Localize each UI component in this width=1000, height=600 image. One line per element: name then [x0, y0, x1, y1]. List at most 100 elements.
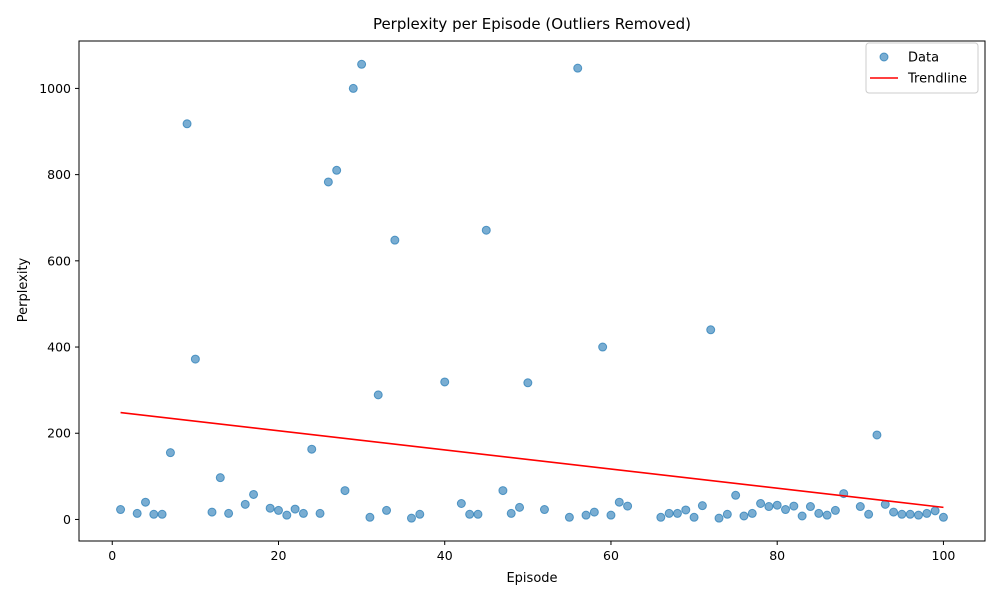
- data-point: [598, 342, 608, 352]
- y-tick-label: 400: [47, 340, 71, 355]
- data-point: [207, 507, 217, 517]
- data-point: [190, 354, 200, 364]
- data-point: [714, 513, 724, 523]
- x-tick-label: 80: [769, 548, 785, 563]
- data-point: [922, 508, 932, 518]
- data-point: [672, 508, 682, 518]
- data-point: [805, 502, 815, 512]
- data-point: [357, 59, 367, 69]
- data-point: [440, 377, 450, 387]
- data-point: [365, 512, 375, 522]
- data-point: [290, 504, 300, 514]
- data-point: [149, 509, 159, 519]
- data-point: [539, 505, 549, 515]
- data-point: [415, 509, 425, 519]
- data-point: [789, 501, 799, 511]
- data-point: [606, 510, 616, 520]
- data-point: [323, 177, 333, 187]
- data-point: [938, 512, 948, 522]
- data-point: [481, 225, 491, 235]
- y-axis-label: Perplexity: [16, 257, 31, 322]
- data-point: [706, 325, 716, 335]
- data-point: [855, 502, 865, 512]
- data-point: [473, 509, 483, 519]
- chart-title: Perplexity per Episode (Outliers Removed…: [373, 15, 691, 33]
- x-axis-label: Episode: [506, 571, 557, 586]
- data-point: [116, 505, 126, 515]
- data-point: [864, 509, 874, 519]
- y-tick-label: 600: [47, 253, 71, 268]
- legend-box: [865, 42, 979, 94]
- data-point: [689, 512, 699, 522]
- data-point: [681, 505, 691, 515]
- y-tick-label: 200: [47, 426, 71, 441]
- data-point: [905, 509, 915, 519]
- data-point: [756, 499, 766, 508]
- data-point: [282, 510, 292, 520]
- data-point: [406, 513, 416, 523]
- data-point: [265, 503, 275, 513]
- data-point: [523, 378, 533, 388]
- data-point: [348, 83, 358, 93]
- y-tick-label: 0: [63, 512, 71, 527]
- x-tick-label: 100: [932, 548, 956, 563]
- data-point: [515, 502, 525, 512]
- trendline: [120, 411, 944, 509]
- data-point: [215, 473, 225, 483]
- data-point: [273, 505, 283, 515]
- axes-frame: [78, 40, 986, 542]
- data-point: [132, 508, 142, 518]
- data-point: [465, 509, 475, 519]
- data-point: [656, 512, 666, 522]
- data-point: [614, 497, 624, 507]
- legend: Data Trendline: [865, 42, 979, 94]
- data-point: [315, 508, 325, 518]
- data-point: [240, 499, 250, 509]
- data-point: [141, 497, 150, 507]
- legend-label-trendline: Trendline: [907, 72, 967, 87]
- data-point: [772, 500, 782, 510]
- data-point: [224, 508, 234, 518]
- data-point: [498, 486, 508, 496]
- data-point: [573, 63, 583, 73]
- data-point: [589, 507, 599, 517]
- data-point: [564, 512, 574, 522]
- data-point: [889, 507, 899, 517]
- data-point: [822, 510, 832, 520]
- data-point: [797, 511, 807, 521]
- y-tick-label: 800: [47, 167, 71, 182]
- data-point: [739, 511, 749, 521]
- data-point: [664, 508, 674, 518]
- data-point: [332, 165, 342, 175]
- x-tick-label: 40: [437, 548, 453, 563]
- data-point: [747, 508, 757, 518]
- legend-marker-data: [879, 52, 889, 62]
- data-point: [697, 501, 707, 511]
- data-point: [781, 505, 791, 515]
- legend-label-data: Data: [908, 51, 939, 66]
- data-point: [307, 444, 317, 454]
- data-point: [157, 509, 167, 519]
- data-point: [623, 501, 633, 511]
- data-point: [382, 505, 392, 515]
- data-point: [182, 119, 192, 129]
- data-point: [722, 509, 732, 519]
- data-point: [930, 506, 940, 516]
- x-tick-label: 20: [271, 548, 287, 563]
- data-point: [914, 510, 923, 520]
- data-point: [731, 490, 741, 500]
- data-point: [390, 235, 400, 245]
- x-tick-label: 60: [603, 548, 619, 563]
- data-point: [897, 509, 907, 519]
- data-point: [581, 510, 591, 520]
- plot-area: [116, 59, 948, 523]
- data-point: [872, 430, 882, 440]
- data-point: [298, 508, 308, 518]
- data-point: [373, 390, 383, 400]
- data-point: [506, 508, 516, 518]
- data-point: [456, 499, 466, 508]
- data-point: [764, 502, 774, 512]
- data-point: [165, 448, 175, 458]
